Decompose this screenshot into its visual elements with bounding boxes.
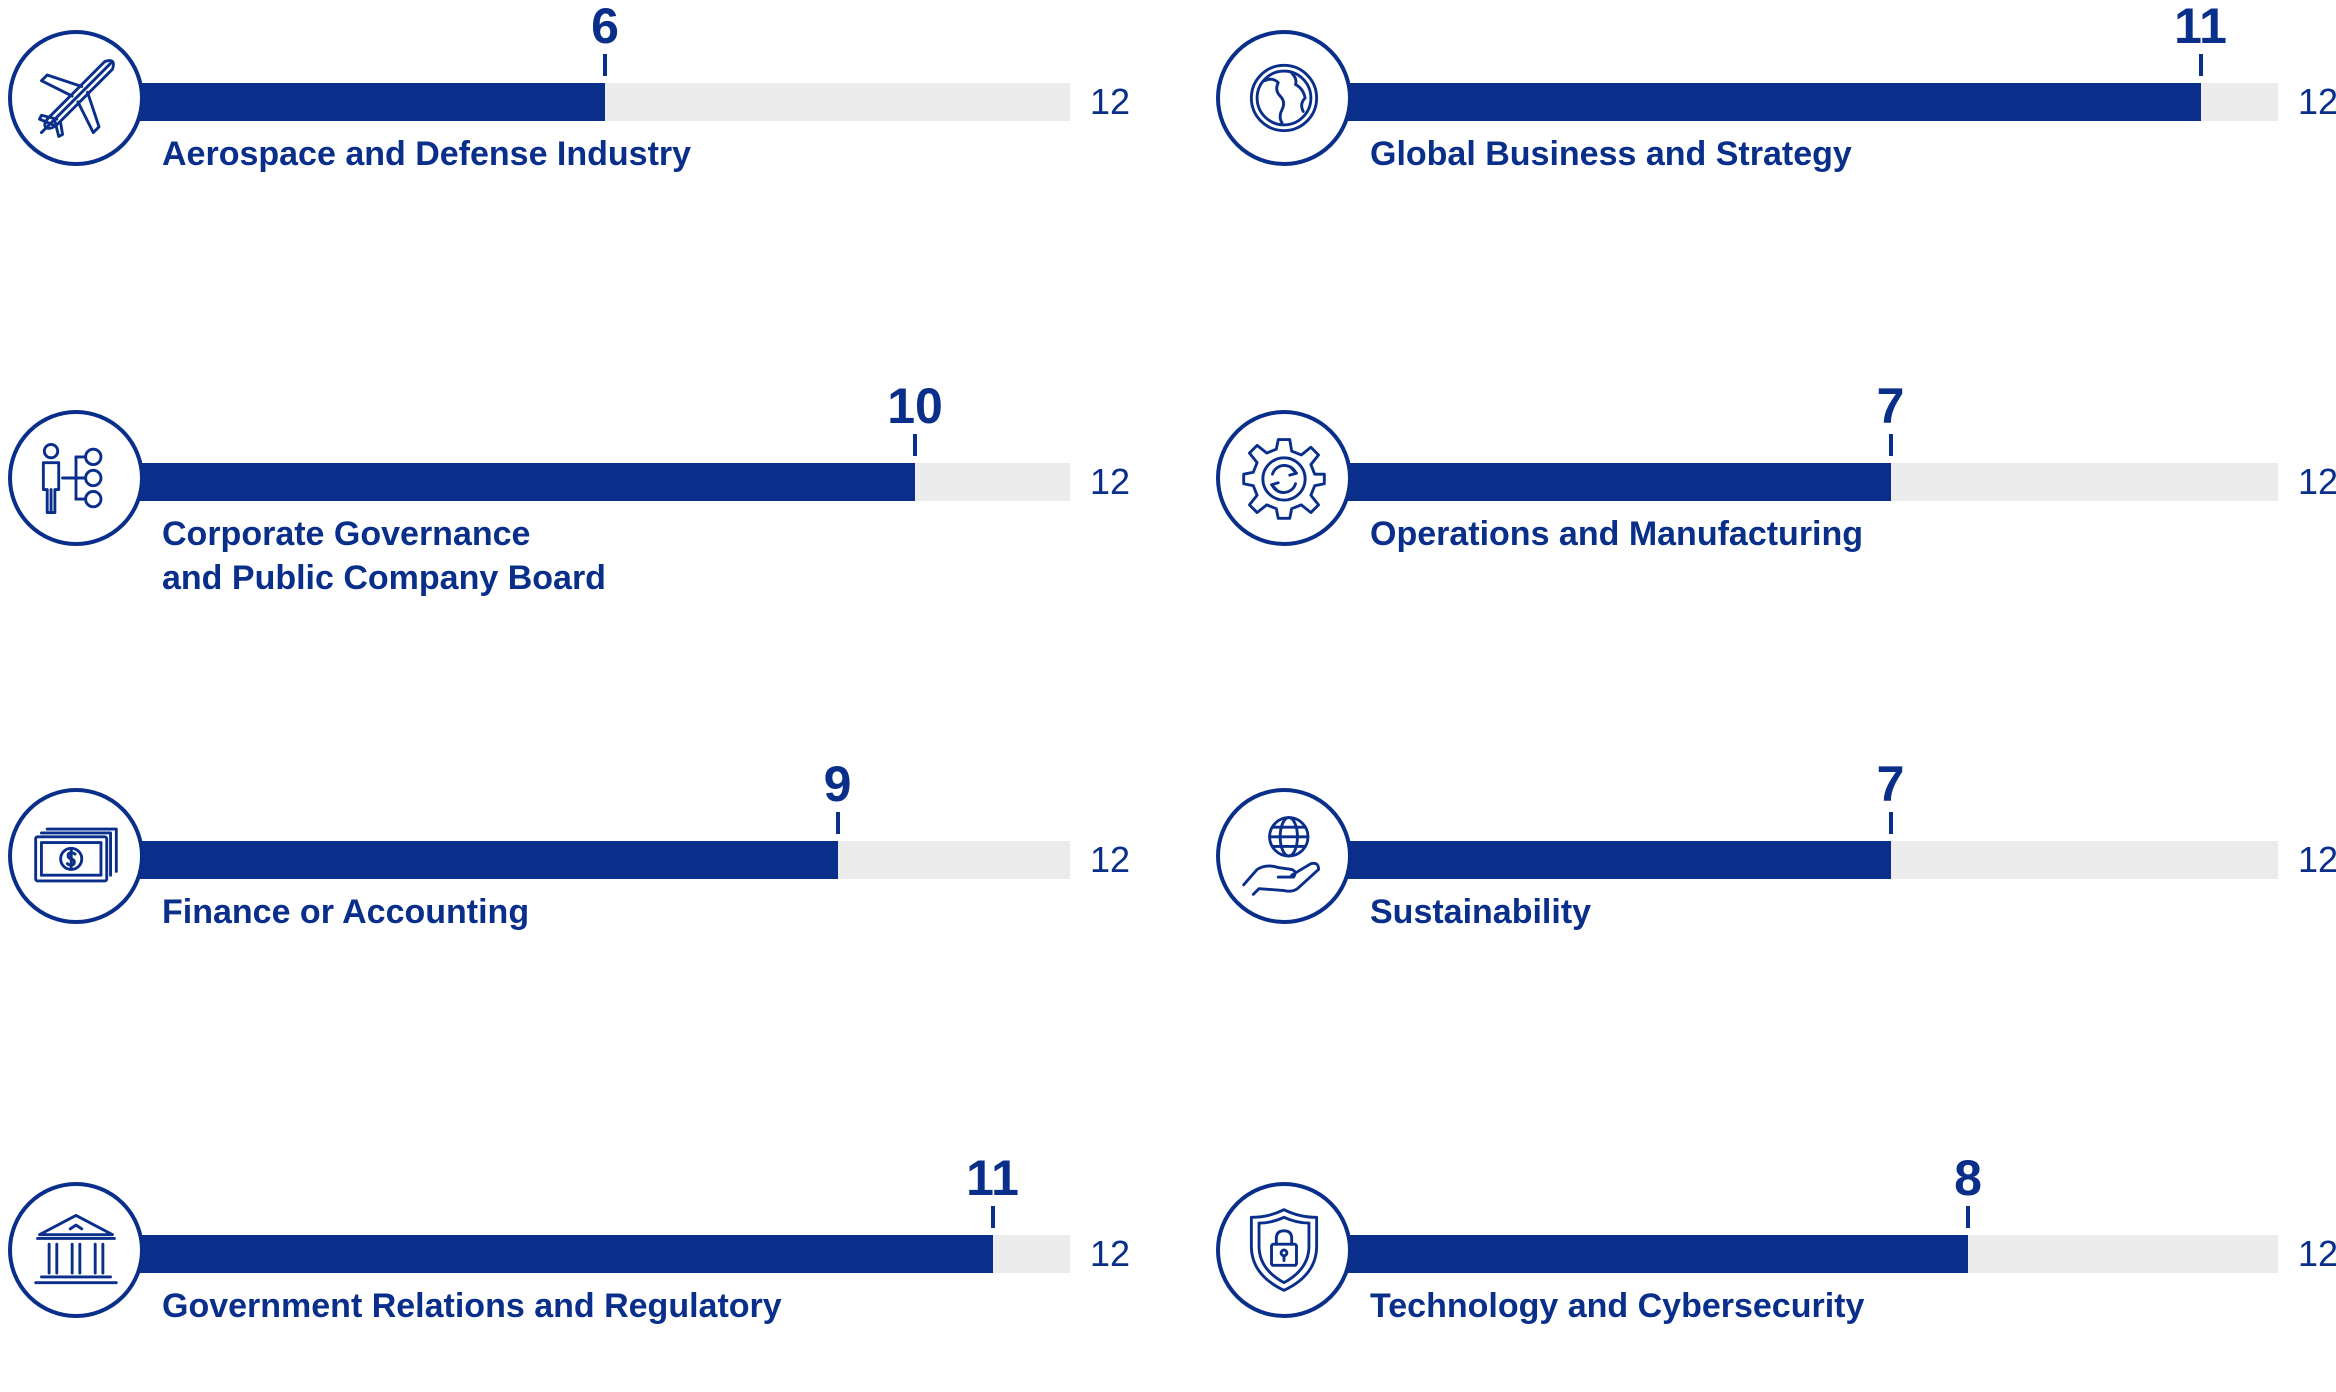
value-tick	[1966, 1206, 1970, 1228]
category-label-line: and Public Company Board	[162, 559, 606, 597]
category-label-line: Government Relations and Regulatory	[162, 1287, 782, 1325]
skill-row: 6 12 Aerospace and Defense Industry	[0, 0, 1160, 240]
bar-fill	[1348, 83, 2201, 121]
globe-icon	[1216, 30, 1352, 166]
category-label: Finance or Accounting	[162, 890, 529, 934]
category-label: Government Relations and Regulatory	[162, 1284, 782, 1328]
category-label-line: Aerospace and Defense Industry	[162, 135, 692, 173]
value-tick	[1888, 434, 1893, 456]
skill-row: 7 12 Operations and Manufacturing	[1208, 378, 2336, 620]
value-label: 7	[1876, 756, 1905, 812]
bar-fill	[140, 1235, 993, 1273]
government-building-icon	[8, 1182, 144, 1318]
category-label: Sustainability	[1370, 890, 1591, 934]
value-label: 10	[887, 378, 943, 434]
category-label-line: Sustainability	[1370, 893, 1592, 931]
category-label-line: Finance or Accounting	[162, 893, 530, 931]
airplane-icon	[8, 30, 144, 166]
skill-row: 10 12 Corporate Governance and Public Compa…	[0, 378, 1160, 620]
org-chart-icon	[8, 410, 144, 546]
max-label: 12	[2298, 1233, 2336, 1274]
skills-chart: 6 12 Aerospace and Defense Industry 11 12 Gl…	[0, 0, 2336, 1325]
max-label: 12	[1090, 839, 1131, 880]
skill-row: 11 12 Global Business and Strategy	[1208, 0, 2336, 240]
value-label: 11	[966, 1150, 1019, 1206]
skill-row: 7 12 Sustainability	[1208, 756, 2336, 998]
value-label: 9	[823, 756, 852, 812]
value-tick	[835, 812, 840, 834]
category-label: Global Business and Strategy	[1370, 132, 1852, 176]
max-label: 12	[2298, 461, 2336, 502]
bar-fill	[1348, 1235, 1968, 1273]
money-icon	[8, 788, 144, 924]
max-label: 12	[2298, 839, 2336, 880]
value-label: 7	[1876, 378, 1905, 434]
value-tick	[913, 434, 917, 456]
bar-fill	[140, 83, 605, 121]
category-label: Technology and Cybersecurity	[1370, 1284, 1864, 1328]
bar-track	[1348, 463, 2278, 501]
bar-track	[1348, 841, 2278, 879]
gear-icon	[1216, 410, 1352, 546]
max-label: 12	[2298, 81, 2336, 122]
globe-hand-icon	[1216, 788, 1352, 924]
value-tick	[603, 54, 607, 76]
category-label: Corporate Governance and Public Company B…	[162, 512, 606, 600]
bar-track	[140, 83, 1070, 121]
category-label-line: Technology and Cybersecurity	[1370, 1287, 1865, 1325]
category-label-line: Operations and Manufacturing	[1370, 515, 1864, 553]
category-label: Aerospace and Defense Industry	[162, 132, 691, 176]
category-label: Operations and Manufacturing	[1370, 512, 1863, 556]
value-label: 6	[591, 0, 619, 54]
bar-track	[140, 463, 1070, 501]
value-tick	[1888, 812, 1893, 834]
bar-fill	[140, 841, 838, 879]
value-label: 8	[1954, 1150, 1982, 1206]
max-label: 12	[1090, 461, 1131, 502]
value-tick	[990, 1206, 995, 1228]
bar-track	[1348, 83, 2278, 121]
bar-track	[1348, 1235, 2278, 1273]
bar-fill	[1348, 463, 1891, 501]
value-tick	[2198, 54, 2203, 76]
category-label-line: Corporate Governance	[162, 515, 531, 553]
bar-fill	[1348, 841, 1891, 879]
skill-row: 8 12 Technology and Cybersecurity	[1208, 1150, 2336, 1392]
shield-lock-icon	[1216, 1182, 1352, 1318]
max-label: 12	[1090, 81, 1131, 122]
category-label-line: Global Business and Strategy	[1370, 135, 1852, 173]
skill-row: 9 12 Finance or Accounting	[0, 756, 1160, 998]
bar-track	[140, 1235, 1070, 1273]
value-label: 11	[2174, 0, 2227, 54]
bar-fill	[140, 463, 915, 501]
max-label: 12	[1090, 1233, 1131, 1274]
bar-track	[140, 841, 1070, 879]
skill-row: 11 12 Government Relations and Regulatory	[0, 1150, 1160, 1392]
